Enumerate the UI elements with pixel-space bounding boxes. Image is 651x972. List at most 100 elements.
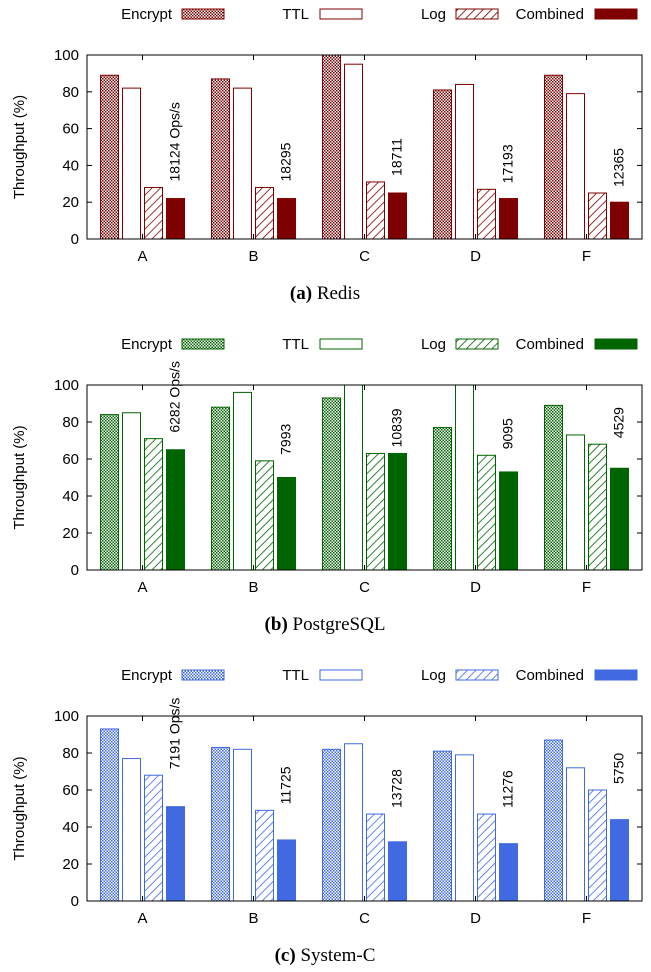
x-tick-label-D: D [470,579,481,596]
x-tick-label-F: F [582,579,591,596]
bar-ttl-F [566,93,585,240]
bar-encrypt-B [211,78,230,240]
caption-text: Redis [317,283,360,304]
y-tick-label: 0 [71,231,79,248]
bar-log-D [477,188,496,240]
bar-log-F [588,443,607,571]
bar-encrypt-F [544,74,563,240]
caption-label: (a) [290,283,317,304]
x-tick-label-C: C [359,579,370,596]
bar-ttl-B [233,391,252,571]
bar-combined-C [388,841,407,902]
y-tick-label: 60 [62,121,79,138]
figure-caption: (a) Redis [290,283,360,304]
chart-1: Encrypt TTL Log Combined 0 20 40 60 80 100 Through… [11,6,643,304]
bar-log-C [366,813,385,902]
caption-text: PostgreSQL [293,614,386,635]
legend-swatch-combined [594,8,638,20]
legend-label-ttl: TTL [282,336,309,353]
y-tick-label: 100 [54,47,79,64]
y-tick-label: 100 [54,708,79,725]
bar-encrypt-A [100,74,119,240]
bar-encrypt-C [322,397,341,571]
bar-log-B [255,460,274,571]
bar-encrypt-A [100,414,119,571]
bar-combined-C [388,452,407,571]
legend-swatch-ttl [319,669,363,681]
legend-label-encrypt: Encrypt [121,667,173,684]
bar-ttl-C [344,63,363,240]
annotation-C: 18711 [389,138,405,176]
legend-swatch-log [455,8,499,20]
y-tick-label: 80 [62,745,79,762]
annotation-F: 12365 [611,148,627,187]
bar-ttl-D [455,83,474,240]
bar-log-B [255,809,274,902]
y-axis-label: Throughput (%) [11,756,28,860]
bar-encrypt-B [211,746,230,902]
legend-swatch-encrypt [181,669,225,681]
annotation-F: 5750 [611,753,627,784]
legend-label-log: Log [421,667,446,684]
bar-combined-A [166,449,185,571]
bar-combined-D [499,198,518,240]
bar-ttl-D [455,754,474,902]
bar-combined-B [277,477,296,571]
chart-3: Encrypt TTL Log Combined 0 20 40 60 80 100 Through… [11,667,643,966]
x-tick-label-C: C [359,248,370,265]
legend-label-combined: Combined [516,667,584,684]
bar-ttl-F [566,434,585,571]
y-tick-label: 40 [62,819,79,836]
legend-label-combined: Combined [516,336,584,353]
legend-swatch-log [455,338,499,350]
y-tick-label: 80 [62,414,79,431]
annotation-B: 7993 [278,423,294,454]
x-tick-label-F: F [582,248,591,265]
bar-combined-F [610,201,629,240]
caption-label: (b) [265,614,293,635]
x-tick-label-D: D [470,910,481,927]
annotation-D: 9095 [500,418,516,449]
bar-combined-B [277,198,296,240]
bar-ttl-B [233,87,252,240]
y-tick-label: 0 [71,893,79,910]
caption-text: System-C [300,945,375,966]
y-tick-label: 20 [62,525,79,542]
bar-combined-B [277,839,296,902]
y-tick-label: 20 [62,856,79,873]
bar-encrypt-D [433,427,452,571]
x-tick-label-B: B [248,248,258,265]
x-tick-label-A: A [137,248,147,265]
bar-encrypt-A [100,728,119,902]
bar-log-F [588,192,607,240]
legend-label-combined: Combined [516,6,584,23]
bar-log-D [477,454,496,571]
y-tick-label: 60 [62,451,79,468]
plot-frame [86,715,643,902]
y-tick-label: 60 [62,782,79,799]
bar-encrypt-B [211,406,230,571]
bar-log-A [144,438,163,571]
legend-label-ttl: TTL [282,6,309,23]
bar-ttl-F [566,767,585,902]
bar-log-A [144,774,163,902]
figure-caption: (c) System-C [275,945,376,966]
bar-encrypt-C [322,54,341,240]
x-tick-label-B: B [248,579,258,596]
legend-label-log: Log [421,336,446,353]
bar-ttl-B [233,748,252,902]
x-tick-label-A: A [137,910,147,927]
bar-log-D [477,813,496,902]
legend-swatch-combined [594,669,638,681]
annotation-D: 11276 [500,770,516,808]
figure-caption: (b) PostgreSQL [265,614,386,635]
annotation-B: 18295 [278,142,294,181]
bar-log-A [144,186,163,240]
y-tick-label: 100 [54,377,79,394]
bar-log-B [255,186,274,240]
bar-ttl-C [344,384,363,571]
x-tick-label-F: F [582,910,591,927]
annotation-C: 13728 [389,769,405,808]
